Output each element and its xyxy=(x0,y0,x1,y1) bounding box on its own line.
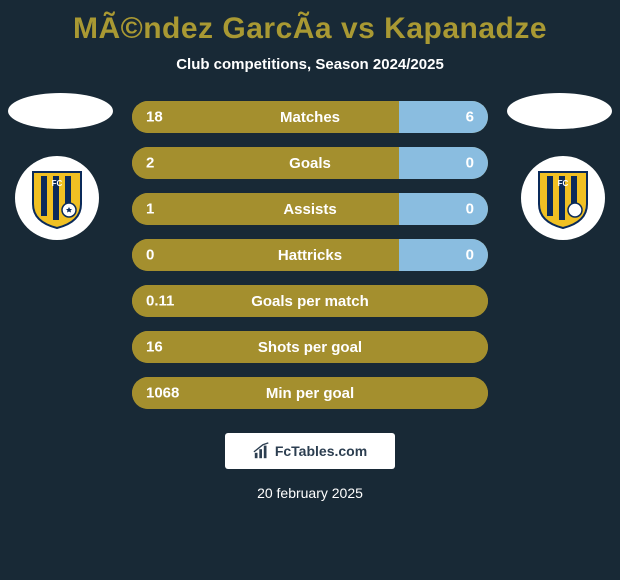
svg-text:FC: FC xyxy=(558,179,569,188)
stat-label: Goals xyxy=(289,155,331,172)
stat-bar-left xyxy=(132,239,399,271)
player-ellipse-right xyxy=(507,93,612,129)
stat-value-left: 1 xyxy=(146,201,154,218)
chart-icon xyxy=(253,442,271,460)
stat-bars: 18 Matches 6 2 Goals 0 1 Assists 0 0 Hattricks 0 0.1… xyxy=(132,101,488,409)
stat-value-left: 0 xyxy=(146,247,154,264)
page-title: MÃ©ndez GarcÃ­a vs Kapanadze xyxy=(0,0,620,46)
player-ellipse-left xyxy=(8,93,113,129)
stat-value-left: 2 xyxy=(146,155,154,172)
stat-value-right: 0 xyxy=(466,155,474,172)
stat-row: 0.11 Goals per match xyxy=(132,285,488,317)
stat-row: 1 Assists 0 xyxy=(132,193,488,225)
stat-value-right: 6 xyxy=(466,109,474,126)
stat-bar-right xyxy=(399,101,488,133)
stat-label: Assists xyxy=(283,201,336,218)
stat-value-left: 0.11 xyxy=(146,293,174,310)
subtitle: Club competitions, Season 2024/2025 xyxy=(0,56,620,73)
comparison-panel: FC FC 18 Matches 6 2 Goals 0 1 Assists 0 0 Hattric… xyxy=(0,101,620,409)
date-text: 20 february 2025 xyxy=(0,485,620,501)
club-badge-right: FC xyxy=(521,156,605,240)
stat-row: 2 Goals 0 xyxy=(132,147,488,179)
club-crest-icon: FC xyxy=(25,166,89,230)
footer-brand-text: FcTables.com xyxy=(275,443,367,459)
svg-text:FC: FC xyxy=(52,179,63,188)
stat-row: 0 Hattricks 0 xyxy=(132,239,488,271)
stat-value-left: 16 xyxy=(146,339,163,356)
stat-label: Goals per match xyxy=(251,293,369,310)
stat-row: 16 Shots per goal xyxy=(132,331,488,363)
stat-bar-right xyxy=(399,239,488,271)
stat-label: Matches xyxy=(280,109,340,126)
stat-bar-left xyxy=(132,147,399,179)
stat-label: Hattricks xyxy=(278,247,342,264)
stat-bar-right xyxy=(399,193,488,225)
stat-value-right: 0 xyxy=(466,247,474,264)
stat-value-left: 18 xyxy=(146,109,163,126)
club-crest-icon: FC xyxy=(531,166,595,230)
stat-bar-left xyxy=(132,193,399,225)
club-badge-left: FC xyxy=(15,156,99,240)
stat-bar-right xyxy=(399,147,488,179)
footer-brand: FcTables.com xyxy=(225,433,395,469)
stat-row: 18 Matches 6 xyxy=(132,101,488,133)
stat-value-left: 1068 xyxy=(146,385,179,402)
stat-bar-left xyxy=(132,101,399,133)
stat-label: Min per goal xyxy=(266,385,354,402)
stat-label: Shots per goal xyxy=(258,339,362,356)
stat-row: 1068 Min per goal xyxy=(132,377,488,409)
stat-value-right: 0 xyxy=(466,201,474,218)
